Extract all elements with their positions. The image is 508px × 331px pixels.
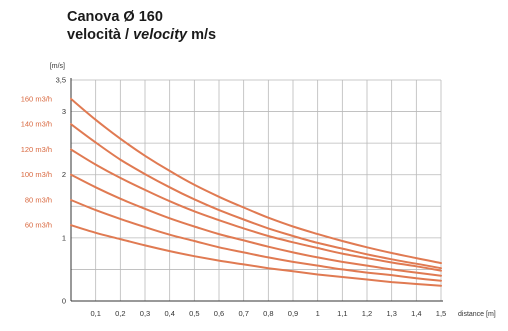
series-label: 100 m3/h — [21, 170, 52, 179]
chart-subtitle: velocità / velocity m/s — [67, 26, 216, 44]
x-tick-label: 0,1 — [90, 309, 100, 318]
chart-labels: 160 m3/h 140 m3/h 120 m3/h 100 m3/h 80 m3/h 6… — [21, 94, 52, 229]
chart-axes: [m/s] 0 1 2 3 3,5 0,1 0,2 0,3 0,4 0,5 0,6 0,7 0,8 0,9 1… — [50, 63, 496, 318]
series-label: 120 m3/h — [21, 145, 52, 154]
series-label: 60 m3/h — [25, 221, 52, 230]
x-tick-label: 0,6 — [214, 309, 224, 318]
y-tick-label: 3,5 — [56, 76, 66, 85]
series-line — [70, 123, 442, 270]
y-axis-unit: [m/s] — [50, 63, 65, 70]
x-tick-label: 0,4 — [164, 309, 174, 318]
x-tick-label: 1,4 — [411, 309, 421, 318]
x-tick-label: 0,5 — [189, 309, 199, 318]
y-tick-label: 0 — [62, 297, 66, 306]
y-tick-label: 1 — [62, 233, 66, 242]
series-label: 160 m3/h — [21, 94, 52, 103]
series-line — [70, 199, 442, 282]
x-tick-label: 0,2 — [115, 309, 125, 318]
series-label: 140 m3/h — [21, 120, 52, 129]
chart-title-block: Canova Ø 160 velocità / velocity m/s — [67, 8, 216, 44]
series-line — [70, 97, 442, 265]
series-line — [70, 173, 442, 277]
series-label: 80 m3/h — [25, 195, 52, 204]
chart-curves — [70, 97, 442, 287]
x-tick-label: 1,3 — [386, 309, 396, 318]
y-tick-label: 2 — [62, 170, 66, 179]
subtitle-english: velocity — [133, 27, 188, 43]
subtitle-unit: m/s — [191, 27, 217, 43]
x-tick-label: 0,9 — [288, 309, 298, 318]
x-tick-label: 0,8 — [263, 309, 273, 318]
x-tick-label: 0,7 — [238, 309, 248, 318]
series-line — [70, 148, 442, 272]
chart-title: Canova Ø 160 — [67, 9, 163, 25]
x-tick-label: 1,2 — [362, 309, 372, 318]
x-tick-label: 1,5 — [436, 309, 446, 318]
x-tick-label: 0,3 — [140, 309, 150, 318]
x-tick-label: 1,1 — [337, 309, 347, 318]
subtitle-italian: velocità / — [67, 27, 130, 43]
y-tick-label: 3 — [62, 107, 66, 116]
x-axis-title: distance [m] — [458, 311, 496, 318]
x-tick-label: 1 — [316, 309, 320, 318]
series-line — [70, 224, 442, 287]
